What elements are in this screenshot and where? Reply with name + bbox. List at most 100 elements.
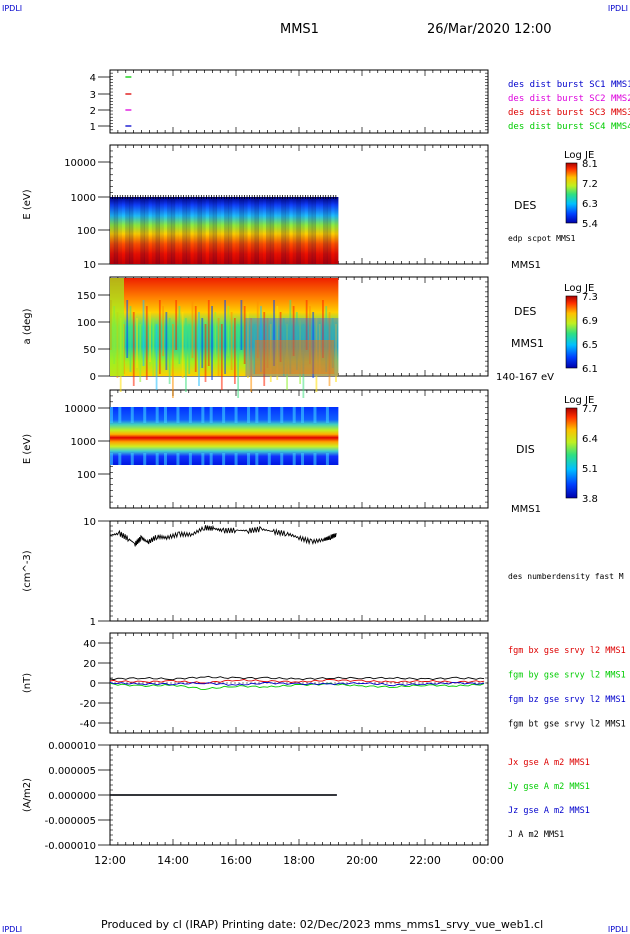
des-pitch-column xyxy=(214,312,217,362)
des-energy-column xyxy=(159,197,164,264)
des-energy-column xyxy=(331,197,335,264)
des-pitch-y-tick-label: 50 xyxy=(83,345,96,356)
x-tick-label: 18:00 xyxy=(283,854,315,867)
des-pitch-column xyxy=(155,324,158,390)
des-energy-column xyxy=(307,197,313,264)
panel-frame-4 xyxy=(109,520,489,622)
des-pitch-colorbar xyxy=(565,295,578,369)
des-energy-y-tick-label: 10000 xyxy=(64,158,96,169)
des-energy-column xyxy=(151,197,157,264)
des-pitch-column xyxy=(158,300,161,374)
des-pitch-column xyxy=(129,306,132,372)
des-pitch-column xyxy=(312,312,315,378)
burst-legend-item: des dist burst SC3 MMS3 xyxy=(508,108,630,118)
des-energy-spectrogram xyxy=(110,197,339,264)
des-energy-column xyxy=(262,197,266,264)
des-energy-column xyxy=(208,197,214,264)
des-energy-column xyxy=(155,197,160,264)
dis-energy-column xyxy=(222,453,226,465)
des-energy-column xyxy=(197,197,202,264)
des-pitch-column xyxy=(233,318,236,384)
des-pitch-column xyxy=(250,318,253,392)
fgm-y-tick-label: 20 xyxy=(83,659,96,670)
des-pitch-column xyxy=(282,318,285,376)
des-pitch-column xyxy=(204,324,207,382)
des-energy-ylabel: E (eV) xyxy=(22,189,33,219)
des-energy-column xyxy=(170,197,176,264)
fgm-y-tick-label: -20 xyxy=(80,699,96,710)
des-pitch-column xyxy=(220,324,223,390)
des-energy-column xyxy=(186,197,191,264)
des-pitch-column xyxy=(211,306,213,380)
dis-energy-column xyxy=(255,407,259,423)
des-pitch-column xyxy=(263,312,266,386)
dis-energy-y-tick-label: 100 xyxy=(77,470,96,481)
dis-energy-column xyxy=(247,407,251,423)
des-energy-column xyxy=(140,197,145,264)
fgm-ylabel: (nT) xyxy=(22,673,33,693)
dis-energy-column xyxy=(176,453,180,465)
dis-energy-column xyxy=(188,453,192,465)
des-pitch-column xyxy=(191,300,194,358)
density-label: des numberdensity fast M xyxy=(508,572,624,581)
burst-legend-item: des dist burst SC2 MMS2 xyxy=(508,94,630,104)
des-energy-column xyxy=(133,197,137,264)
des-pitch-column xyxy=(168,318,171,384)
density-series-line xyxy=(109,524,337,547)
des-energy-column xyxy=(121,197,125,264)
des-pitch-column xyxy=(181,312,184,378)
des-pitch-column xyxy=(194,306,197,372)
des-pitch-column xyxy=(185,318,187,392)
des-pitch-column xyxy=(175,300,178,350)
des-energy-column xyxy=(129,197,134,264)
des-pitch-column xyxy=(266,318,269,368)
dis-energy-column xyxy=(188,407,192,423)
des-energy-column xyxy=(179,197,183,264)
des-pitch-column xyxy=(302,324,305,398)
des-energy-column xyxy=(125,197,130,264)
des-pitch-column xyxy=(149,312,151,362)
dis-energy-column xyxy=(143,453,147,465)
des-pitch-column xyxy=(230,312,233,370)
des-energy-column xyxy=(258,197,263,264)
des-energy-y-tick-label: 10 xyxy=(83,260,96,271)
des-pitch-column xyxy=(318,324,321,374)
dis-energy-column xyxy=(280,453,284,465)
dis-energy-column xyxy=(292,407,296,423)
fgm-series-line xyxy=(109,675,485,681)
des-pitch-colorbar-tick-label: 6.1 xyxy=(582,364,598,375)
dis-energy-column xyxy=(118,453,122,465)
des-energy-y-tick-label: 1000 xyxy=(71,193,96,204)
des-pitch-column xyxy=(335,324,337,382)
des-pitch-column xyxy=(295,312,298,370)
des-energy-colorbar-tick-label: 5.4 xyxy=(582,219,598,230)
des-pitch-column xyxy=(279,312,282,362)
fgm-series-line xyxy=(109,681,485,687)
des-pitch-column xyxy=(152,318,155,376)
des-pitch-colorbar-title: Log JE xyxy=(564,283,594,294)
dis-energy-y-tick-label: 1000 xyxy=(71,437,96,448)
des-energy-column xyxy=(235,197,240,264)
x-tick-label: 16:00 xyxy=(220,854,252,867)
fgm-legend-item: fgm bz gse srvy l2 MMS1 xyxy=(508,695,626,705)
dis-energy-colorbar-tick-label: 5.1 xyxy=(582,464,598,475)
fgm-series-line xyxy=(109,679,485,684)
des-energy-column xyxy=(227,197,233,264)
dis-energy-column xyxy=(209,453,213,465)
des-energy-column xyxy=(319,197,323,264)
des-energy-y-tick-label: 100 xyxy=(77,226,96,237)
des-energy-column xyxy=(212,197,218,264)
des-pitch-left-band xyxy=(110,278,124,376)
dis-energy-column xyxy=(110,453,113,465)
des-energy-column xyxy=(136,197,141,264)
des-pitch-column xyxy=(243,306,246,364)
des-energy-column xyxy=(269,197,275,264)
des-energy-column xyxy=(220,197,224,264)
burst-y-tick-label: 2 xyxy=(90,106,96,117)
burst-y-tick-label: 3 xyxy=(90,90,96,101)
dis-energy-colorbar xyxy=(565,407,578,499)
des-energy-column xyxy=(224,197,229,264)
des-pitch-column xyxy=(289,300,292,374)
des-energy-column xyxy=(182,197,187,264)
